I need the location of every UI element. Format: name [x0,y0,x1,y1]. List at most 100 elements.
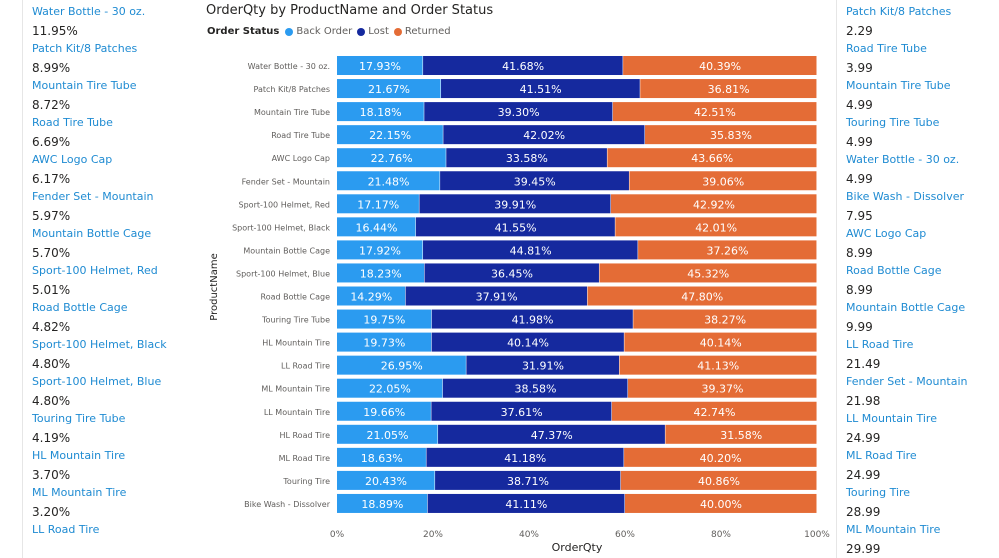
bar-segment[interactable] [587,286,817,306]
bar-segment[interactable] [431,401,612,421]
kpi-card[interactable]: ML Road Tire 24.99 [846,449,917,482]
kpi-card[interactable]: Sport-100 Helmet, Black 4.80% [32,338,167,371]
kpi-card[interactable]: Mountain Tire Tube 4.99 [846,79,951,112]
bar-segment[interactable] [337,217,416,237]
bar-segment[interactable] [625,493,817,513]
kpi-card[interactable]: Road Bottle Cage 8.99 [846,264,942,297]
kpi-card[interactable]: Mountain Bottle Cage 5.70% [32,227,151,260]
kpi-card[interactable]: Touring Tire Tube 4.19% [32,412,125,445]
bar-segment[interactable] [337,240,423,260]
bar-segment[interactable] [424,102,613,122]
bar-segment[interactable] [337,102,424,122]
bar-segment[interactable] [620,470,817,490]
kpi-card[interactable]: Patch Kit/8 Patches 2.29 [846,5,951,38]
bar-segment[interactable] [438,424,665,444]
kpi-card[interactable]: AWC Logo Cap 6.17% [32,153,112,186]
bar-segment[interactable] [337,263,425,283]
card-value: 21.98 [846,394,881,408]
bar-segment[interactable] [337,493,428,513]
bar-segment[interactable] [427,493,625,513]
bar-segment[interactable] [624,332,817,352]
bar-segment[interactable] [633,309,817,329]
bar-segment[interactable] [446,148,607,168]
bar-segment[interactable] [337,355,466,375]
kpi-card[interactable]: Fender Set - Mountain 5.97% [32,190,154,223]
chart-legend[interactable]: Order Status Back Order Lost Returned [207,26,456,37]
bar-segment[interactable] [607,148,817,168]
kpi-card[interactable]: Sport-100 Helmet, Red 5.01% [32,264,158,297]
bar-segment[interactable] [337,171,440,191]
kpi-card[interactable]: Road Tire Tube 3.99 [846,42,927,75]
kpi-card[interactable]: LL Road Tire [32,523,99,542]
kpi-card[interactable]: Mountain Tire Tube 8.72% [32,79,137,112]
bar-segment[interactable] [405,286,588,306]
bar-segment[interactable] [638,240,817,260]
kpi-card[interactable]: Touring Tire 28.99 [846,486,910,519]
data-label: 37.26% [707,244,749,257]
kpi-card[interactable]: Road Tire Tube 6.69% [32,116,113,149]
bar-segment[interactable] [337,424,438,444]
kpi-card[interactable]: LL Road Tire 21.49 [846,338,913,371]
bar-segment[interactable] [337,309,432,329]
kpi-card[interactable]: LL Mountain Tire 24.99 [846,412,937,445]
left-card-panel[interactable]: Water Bottle - 30 oz. 11.95% Patch Kit/8 P… [22,0,173,558]
kpi-card[interactable]: HL Mountain Tire 3.70% [32,449,125,482]
bar-segment[interactable] [612,102,817,122]
bar-segment[interactable] [431,332,624,352]
bar-segment[interactable] [426,447,624,467]
bar-segment[interactable] [423,240,638,260]
bar-segment[interactable] [640,79,817,99]
bar-segment[interactable] [440,171,629,191]
bar-segment[interactable] [337,470,435,490]
kpi-card[interactable]: ML Mountain Tire 3.20% [32,486,126,519]
bar-segment[interactable] [337,125,443,145]
bar-segment[interactable] [645,125,817,145]
kpi-card[interactable]: Mountain Bottle Cage 9.99 [846,301,965,334]
bar-segment[interactable] [610,194,817,214]
bar-segment[interactable] [337,148,446,168]
bar-segment[interactable] [441,79,640,99]
kpi-card[interactable]: Water Bottle - 30 oz. 4.99 [846,153,959,186]
bar-segment[interactable] [337,286,406,306]
bar-segment[interactable] [337,79,441,99]
bar-segment[interactable] [337,194,419,214]
bar-segment[interactable] [337,56,423,75]
bar-segment[interactable] [665,424,817,444]
kpi-card[interactable]: Bike Wash - Dissolver 7.95 [846,190,964,223]
bar-segment[interactable] [599,263,817,283]
kpi-card[interactable]: Road Bottle Cage 4.82% [32,301,128,334]
kpi-card[interactable]: Fender Set - Mountain 21.98 [846,375,968,408]
bar-segment[interactable] [615,217,817,237]
kpi-card[interactable]: Patch Kit/8 Patches 8.99% [32,42,137,75]
bar-segment[interactable] [628,378,817,398]
kpi-card[interactable]: Touring Tire Tube 4.99 [846,116,939,149]
legend-item-lost[interactable]: Lost [357,26,389,37]
bar-segment[interactable] [337,378,443,398]
bar-segment[interactable] [623,56,817,75]
data-label: 38.58% [514,383,556,396]
bar-segment[interactable] [337,401,431,421]
bar-segment[interactable] [419,194,611,214]
bar-segment[interactable] [423,56,623,75]
kpi-card[interactable]: Sport-100 Helmet, Blue 4.80% [32,375,161,408]
bar-segment[interactable] [431,309,633,329]
bar-segment[interactable] [443,125,645,145]
bar-segment[interactable] [629,171,817,191]
legend-item-returned[interactable]: Returned [393,26,451,37]
bar-segment[interactable] [415,217,615,237]
bar-segment[interactable] [611,401,817,421]
bar-segment[interactable] [435,470,621,490]
bar-segment[interactable] [337,332,432,352]
bar-segment[interactable] [466,355,620,375]
kpi-card[interactable]: Water Bottle - 30 oz. 11.95% [32,5,145,38]
legend-item-back-order[interactable]: Back Order [285,26,352,37]
bar-segment[interactable] [624,447,817,467]
kpi-card[interactable]: ML Mountain Tire 29.99 [846,523,940,556]
bar-segment[interactable] [442,378,628,398]
kpi-card[interactable]: AWC Logo Cap 8.99 [846,227,926,260]
bar-segment[interactable] [337,447,426,467]
bar-segment[interactable] [424,263,599,283]
bar-segment[interactable] [619,355,817,375]
right-card-panel[interactable]: Patch Kit/8 Patches 2.29 Road Tire Tube 3.9… [836,0,999,558]
